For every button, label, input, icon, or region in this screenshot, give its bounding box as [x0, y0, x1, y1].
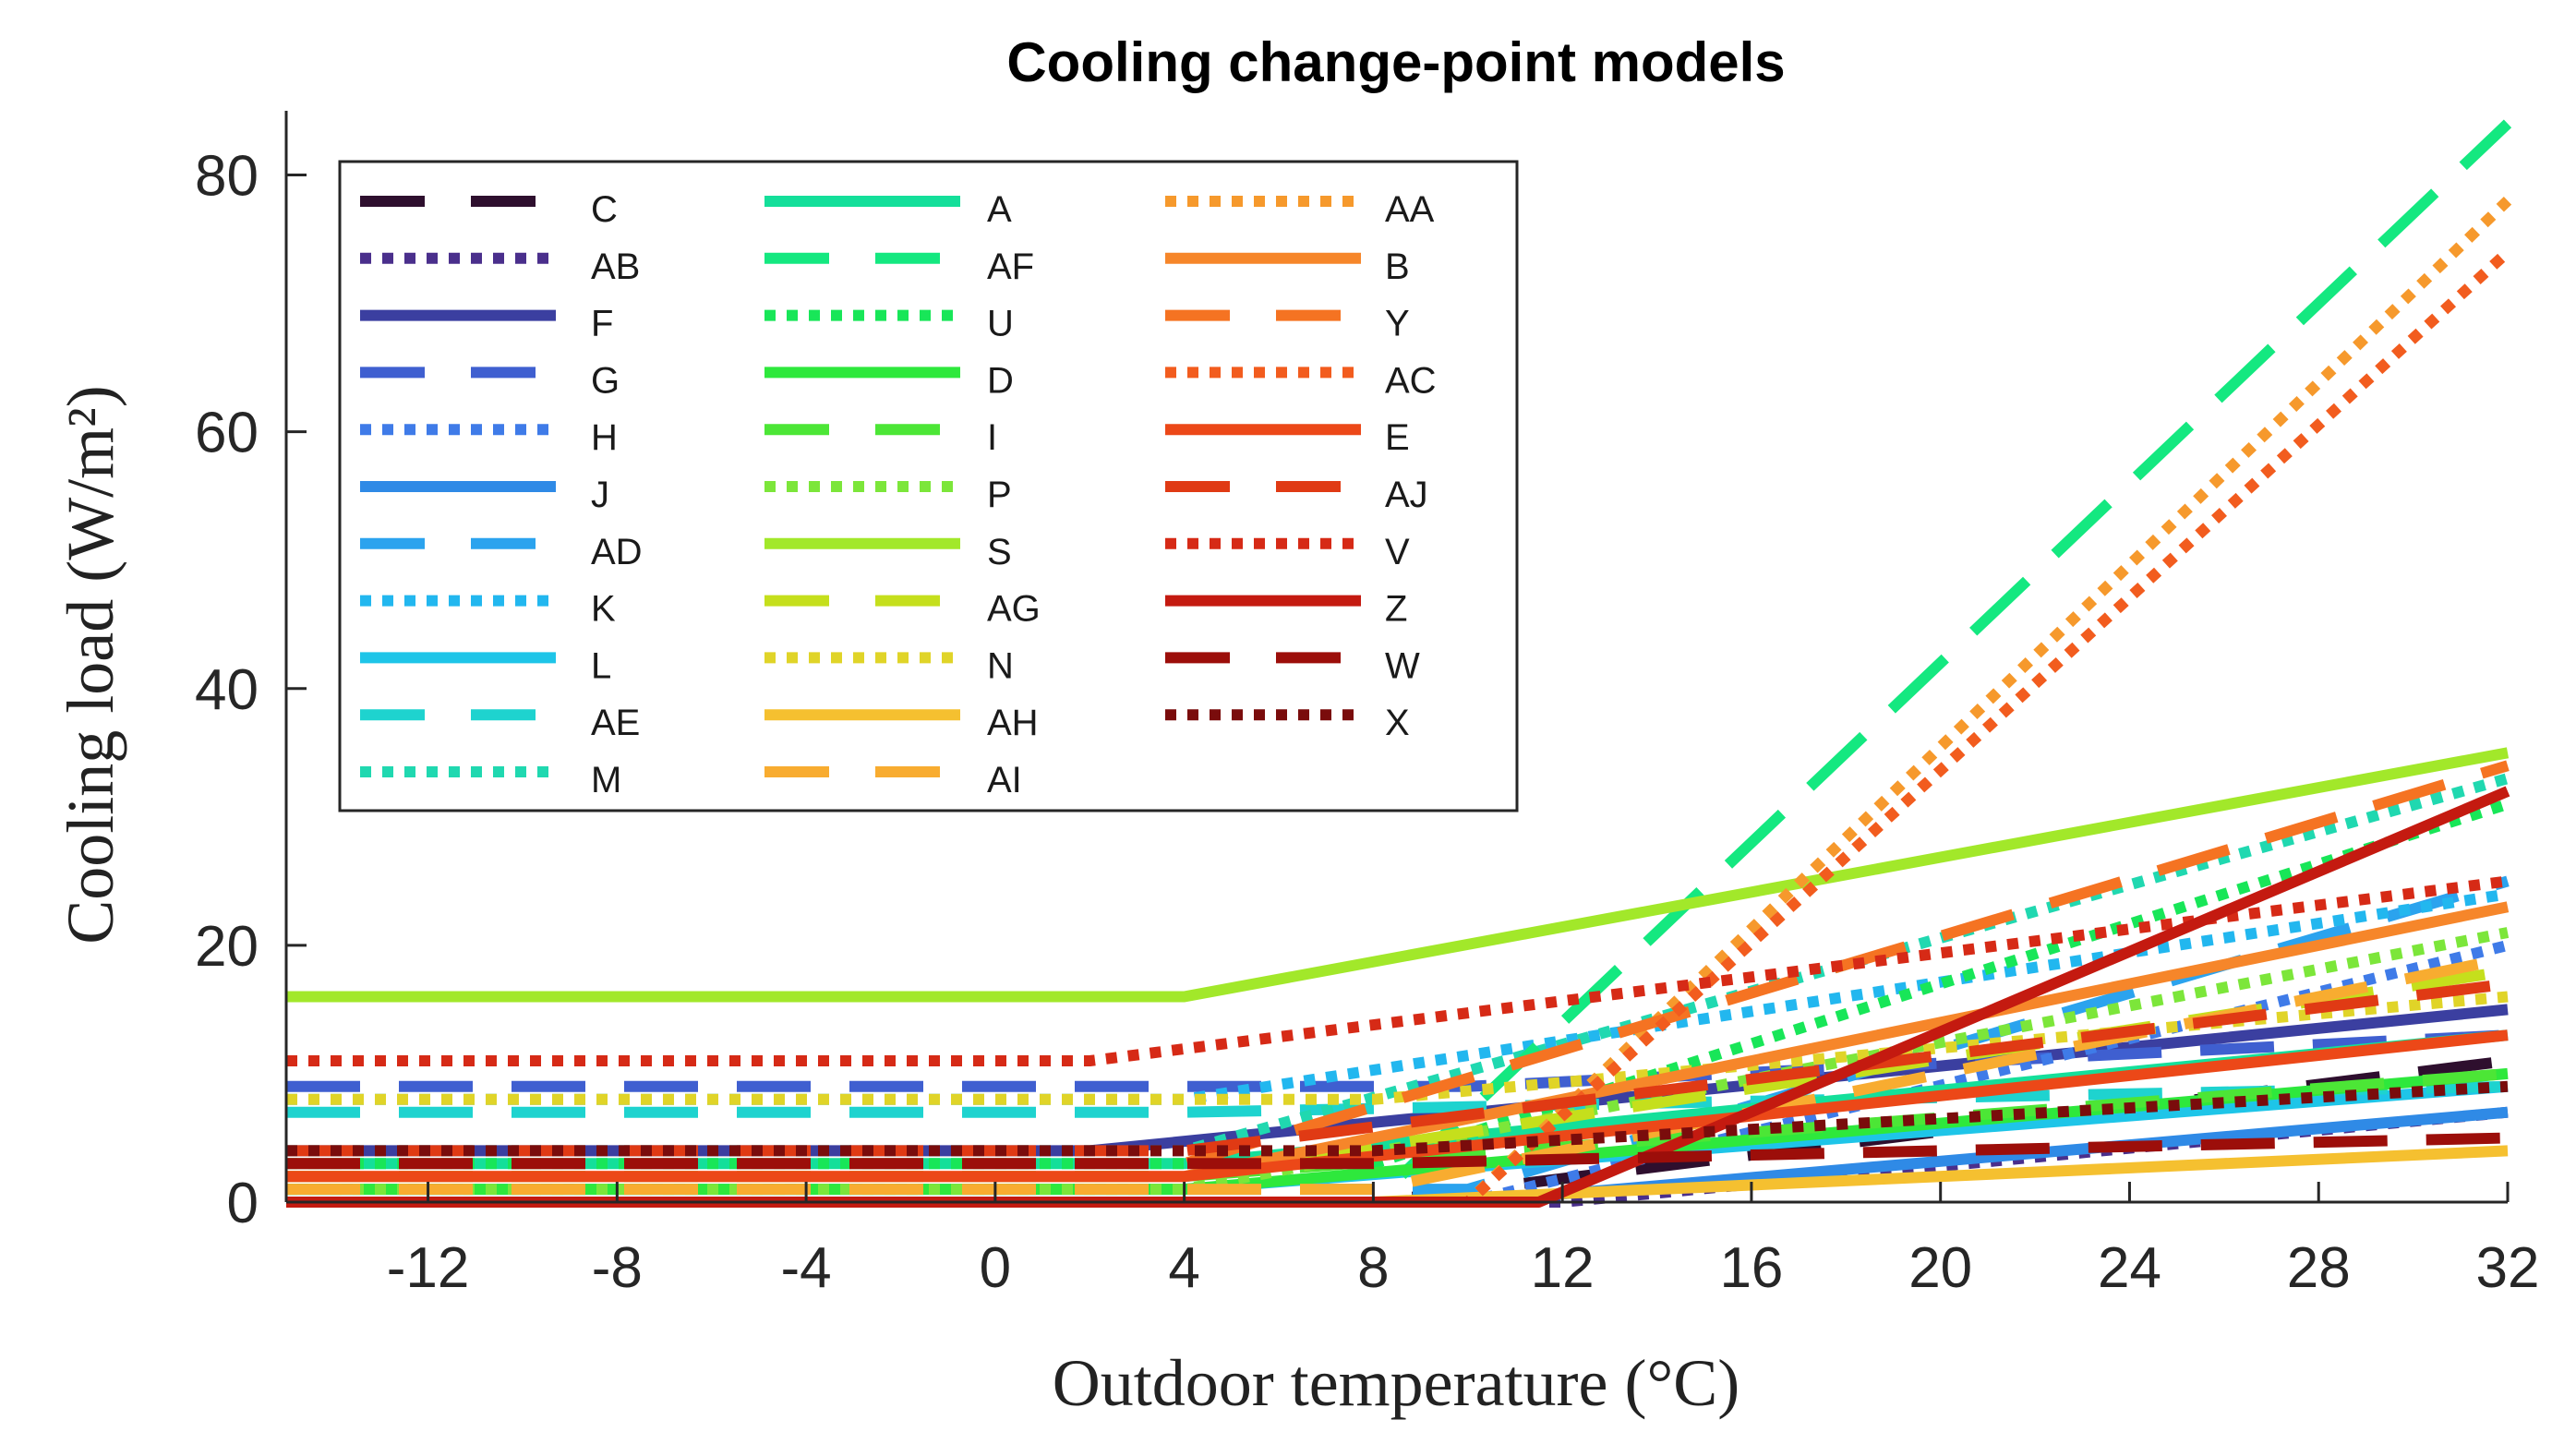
series-line-w [286, 1132, 2509, 1170]
y-tick-label: 60 [195, 402, 259, 465]
legend-item-ac: AC [1165, 360, 1437, 401]
legend-item-c: C [360, 189, 618, 230]
legend-item-s: S [764, 532, 1012, 572]
legend-label: G [591, 360, 620, 401]
legend-item-p: P [764, 475, 1012, 515]
legend-label: F [591, 304, 613, 344]
legend-label: AB [591, 247, 640, 287]
legend-item-af: AF [764, 247, 1034, 287]
legend-item-d: D [764, 360, 1014, 401]
legend-item-u: U [764, 304, 1014, 344]
legend-label: A [987, 189, 1012, 230]
series-line-p [286, 927, 2510, 1196]
series-line-e [286, 1029, 2509, 1183]
x-tick-label: 0 [980, 1236, 1011, 1300]
legend-item-x: X [1165, 703, 1410, 743]
legend-item-ah: AH [764, 703, 1039, 743]
legend-item-aj: AJ [1165, 475, 1428, 515]
legend-label: AA [1385, 189, 1435, 230]
legend-label: U [987, 304, 1014, 344]
legend-label: AH [987, 703, 1039, 743]
legend-item-g: G [360, 360, 620, 401]
legend-item-ab: AB [360, 247, 640, 287]
x-tick-label: 24 [2098, 1236, 2161, 1300]
legend-label: AF [987, 247, 1034, 287]
legend-item-a: A [764, 189, 1012, 230]
legend-label: AG [987, 589, 1041, 630]
legend-item-k: K [360, 589, 616, 630]
legend-label: B [1385, 247, 1410, 287]
legend-item-ad: AD [360, 532, 643, 572]
legend-label: L [591, 645, 611, 686]
legend-item-n: N [764, 645, 1014, 686]
x-tick-label: 32 [2476, 1236, 2540, 1300]
legend-label: K [591, 589, 616, 630]
legend-item-y: Y [1165, 304, 1410, 344]
legend-label: P [987, 475, 1012, 515]
legend-label: AE [591, 703, 640, 743]
legend-item-l: L [360, 645, 611, 686]
y-axis-label: Cooling load (W/m²) [54, 385, 127, 945]
legend-item-e: E [1165, 417, 1410, 458]
legend-label: AC [1385, 360, 1437, 401]
legend-label: I [987, 417, 997, 458]
legend-item-ai: AI [764, 760, 1022, 800]
legend-item-f: F [360, 304, 613, 344]
series-line-y [286, 760, 2510, 1170]
legend-label: AD [591, 532, 643, 572]
legend-item-b: B [1165, 247, 1410, 287]
x-axis-label: Outdoor temperature (°C) [1053, 1346, 1740, 1420]
x-tick-label: 16 [1719, 1236, 1783, 1300]
series-line-v [286, 875, 2509, 1066]
legend-label: E [1385, 417, 1410, 458]
legend-label: M [591, 760, 621, 800]
legend-label: AJ [1385, 475, 1428, 515]
y-tick-label: 80 [195, 145, 259, 209]
axes-layer: -12 -8 -4 0 4 8 12 16 20 24 28 32 0 20 40 60 80 [195, 111, 2539, 1300]
x-tick-label: 4 [1168, 1236, 1199, 1300]
x-tick-label: 8 [1357, 1236, 1389, 1300]
legend-label: Z [1385, 589, 1407, 630]
legend-item-v: V [1165, 532, 1410, 572]
legend-item-m: M [360, 760, 621, 800]
legend-item-ae: AE [360, 703, 640, 743]
legend-label: Y [1385, 304, 1410, 344]
legend-label: X [1385, 703, 1410, 743]
x-tick-label: -12 [387, 1236, 470, 1300]
legend-item-i: I [764, 417, 997, 458]
legend-item-ag: AG [764, 589, 1041, 630]
legend-label: W [1385, 645, 1420, 686]
legend-label: N [987, 645, 1014, 686]
chart-title: Cooling change-point models [1006, 31, 1785, 93]
legend-item-z: Z [1165, 589, 1407, 630]
legend-item-w: W [1165, 645, 1420, 686]
x-tick-label: -4 [781, 1236, 832, 1300]
series-line-x [286, 1080, 2509, 1157]
x-tick-label: 28 [2287, 1236, 2351, 1300]
legend-item-j: J [360, 475, 609, 515]
legend-label: J [591, 475, 609, 515]
legend-label: D [987, 360, 1014, 401]
legend-label: AI [987, 760, 1022, 800]
x-tick-label: 12 [1531, 1236, 1595, 1300]
y-tick-label: 0 [227, 1172, 259, 1235]
x-tick-label: 20 [1908, 1236, 1972, 1300]
x-tick-label: -8 [592, 1236, 643, 1300]
legend-item-h: H [360, 417, 618, 458]
legend-label: S [987, 532, 1012, 572]
y-tick-label: 20 [195, 915, 259, 979]
legend-label: V [1385, 532, 1410, 572]
legend-label: H [591, 417, 618, 458]
legend-item-aa: AA [1165, 189, 1435, 230]
y-tick-label: 40 [195, 658, 259, 722]
series-line-s [286, 747, 2510, 1003]
legend-label: C [591, 189, 618, 230]
